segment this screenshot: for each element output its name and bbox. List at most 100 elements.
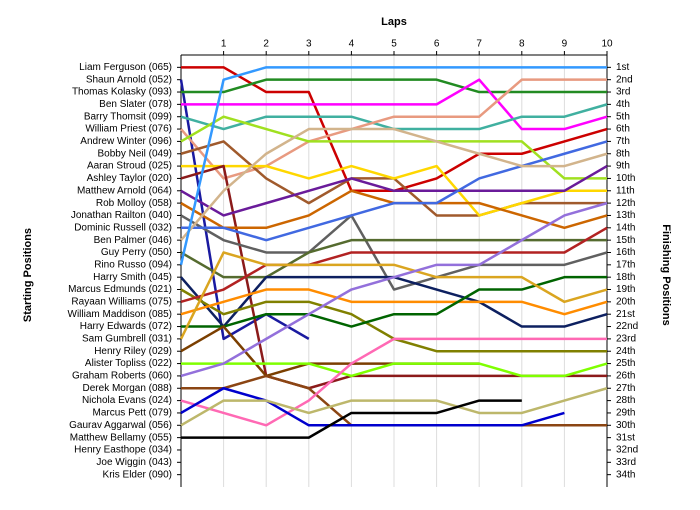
y-tick-label: Nichola Evans (024) — [82, 395, 172, 406]
lap-line — [179, 66, 607, 266]
y2-tick-label: 28th — [616, 395, 635, 406]
y-tick-label: Henry Easthope (034) — [74, 445, 172, 456]
y2-tick-label: 6th — [616, 124, 630, 135]
x-tick-label: 4 — [349, 39, 355, 50]
y2-tick-label: 11th — [616, 185, 635, 196]
y2-tick-label: 8th — [616, 148, 630, 159]
lap-line — [181, 78, 607, 94]
y2-tick-label: 15th — [616, 235, 635, 246]
y-tick-label: Ben Slater (078) — [99, 99, 172, 110]
y2-tick-label: 32nd — [616, 445, 638, 456]
chart-title: Laps — [381, 16, 407, 28]
y-tick-label: Sam Gumbrell (031) — [82, 334, 172, 345]
y-tick-label: Joe Wiggin (043) — [96, 457, 172, 468]
y-tick-label: Barry Thomsit (099) — [84, 111, 172, 122]
y-tick-label: Gaurav Aggarwal (056) — [69, 420, 172, 431]
y2-tick-label: 27th — [616, 383, 635, 394]
y2-tick-label: 2nd — [616, 74, 633, 85]
x-tick-label: 7 — [476, 39, 482, 50]
y-tick-label: Rayaan Williams (075) — [71, 296, 172, 307]
lap-line — [180, 165, 608, 217]
x-tick-label: 1 — [221, 39, 227, 50]
y2-tick-label: 5th — [616, 111, 630, 122]
lap-line — [181, 399, 522, 439]
y-tick-label: Shaun Arnold (052) — [86, 74, 172, 85]
y2-tick-label: 29th — [616, 408, 635, 419]
lap-line — [180, 288, 608, 316]
y2-axis-label: Finishing Positions — [660, 224, 672, 325]
y2-tick-label: 16th — [616, 247, 635, 258]
y-tick-label: Dominic Russell (032) — [74, 222, 172, 233]
y-tick-label: Marcus Edmunds (021) — [68, 284, 172, 295]
y2-tick-label: 24th — [616, 346, 635, 357]
x-tick-label: 10 — [601, 39, 613, 50]
lap-line — [181, 140, 608, 242]
lap-line — [180, 387, 565, 427]
y-tick-label: Ben Palmer (046) — [94, 235, 172, 246]
y2-tick-label: 34th — [616, 469, 635, 480]
y-tick-label: Henry Riley (029) — [94, 346, 172, 357]
x-tick-label: 8 — [519, 39, 525, 50]
y2-tick-label: 7th — [616, 136, 630, 147]
y2-tick-label: 23rd — [616, 334, 636, 345]
y2-tick-label: 19th — [616, 284, 635, 295]
lap-line — [180, 201, 608, 378]
y2-tick-label: 22nd — [616, 321, 638, 332]
y-tick-label: Rob Molloy (058) — [96, 198, 172, 209]
y-tick-label: Matthew Arnold (064) — [77, 185, 172, 196]
y2-tick-label: 12th — [616, 198, 635, 209]
y-tick-label: Jonathan Railton (040) — [71, 210, 172, 221]
y-tick-label: Harry Edwards (072) — [80, 321, 172, 332]
lap-line — [181, 78, 608, 131]
lap-line — [180, 226, 608, 304]
lap-line — [179, 251, 608, 340]
y-tick-label: Rino Russo (094) — [94, 259, 172, 270]
x-tick-label: 6 — [434, 39, 440, 50]
y-axis-label: Starting Positions — [22, 228, 34, 322]
y2-tick-label: 1st — [616, 62, 630, 73]
y-tick-label: William Priest (076) — [85, 124, 172, 135]
lap-line — [180, 115, 607, 180]
lap-line — [181, 362, 608, 378]
x-tick-label: 9 — [562, 39, 568, 50]
y-tick-label: Derek Morgan (088) — [83, 383, 172, 394]
y2-tick-label: 31st — [616, 432, 635, 443]
y-tick-label: Thomas Kolasky (093) — [72, 87, 172, 98]
lap-line — [180, 387, 608, 427]
y2-tick-label: 13th — [616, 210, 635, 221]
y-tick-label: Ashley Taylor (020) — [87, 173, 172, 184]
x-tick-label: 5 — [391, 39, 397, 50]
y2-tick-label: 25th — [616, 358, 635, 369]
y-tick-label: Alister Topliss (022) — [85, 358, 172, 369]
lap-line — [180, 238, 607, 279]
lap-line — [180, 214, 608, 291]
y-tick-label: Liam Ferguson (065) — [79, 62, 172, 73]
y-tick-label: Marcus Pett (079) — [93, 408, 172, 419]
lap-line — [180, 78, 607, 180]
y2-tick-label: 9th — [616, 161, 630, 172]
y2-tick-label: 4th — [616, 99, 630, 110]
y-tick-label: Andrew Winter (096) — [80, 136, 172, 147]
x-tick-label: 2 — [263, 39, 269, 50]
y2-tick-label: 30th — [616, 420, 635, 431]
y-tick-label: William Maddison (085) — [68, 309, 172, 320]
y-tick-label: Graham Roberts (060) — [72, 371, 172, 382]
y2-tick-label: 21st — [616, 309, 635, 320]
x-tick-label: 3 — [306, 39, 312, 50]
y2-tick-label: 26th — [616, 371, 635, 382]
y2-tick-label: 20th — [616, 296, 635, 307]
y-tick-label: Bobby Neil (049) — [98, 148, 172, 159]
lap-line — [180, 127, 608, 241]
y2-tick-label: 14th — [616, 222, 635, 233]
y2-tick-label: 33rd — [616, 457, 636, 468]
y-tick-label: Kris Elder (090) — [103, 469, 172, 480]
y-tick-label: Guy Perry (050) — [101, 247, 172, 258]
y-tick-label: Matthew Bellamy (055) — [70, 432, 172, 443]
y2-tick-label: 10th — [616, 173, 635, 184]
y2-tick-label: 3rd — [616, 87, 630, 98]
y-tick-label: Harry Smith (045) — [93, 272, 172, 283]
y2-tick-label: 17th — [616, 259, 635, 270]
lap-line — [180, 337, 607, 427]
y2-tick-label: 18th — [616, 272, 635, 283]
